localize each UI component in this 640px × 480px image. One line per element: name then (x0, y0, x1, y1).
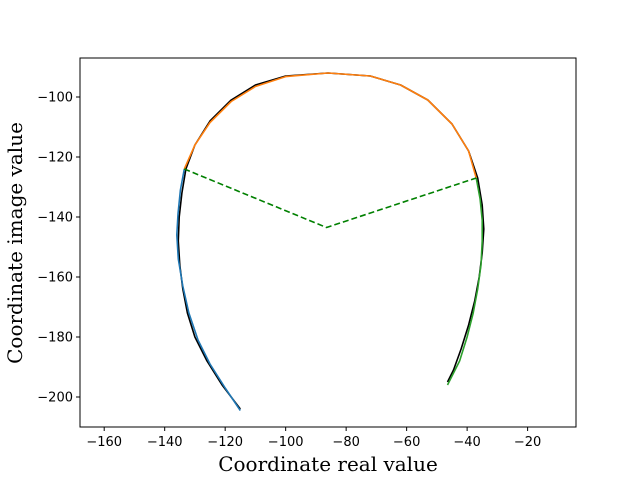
x-tick-label: −120 (207, 435, 243, 450)
y-tick-label: −180 (37, 331, 73, 346)
x-tick-label: −40 (453, 435, 480, 450)
y-tick-label: −120 (37, 151, 73, 166)
series-line-3 (446, 177, 484, 386)
x-tick-label: −100 (268, 435, 304, 450)
series-layer (176, 72, 485, 411)
x-tick-label: −20 (514, 435, 541, 450)
x-tick-label: −160 (86, 435, 122, 450)
x-axis-label: Coordinate real value (218, 452, 438, 476)
y-tick-label: −100 (37, 91, 73, 106)
plot-area (79, 57, 577, 428)
series-line-1 (176, 168, 241, 411)
x-axis-ticks: −160 −140 −120 −100 −80 −60 −40 −20 (86, 427, 541, 450)
x-tick-label: −140 (147, 435, 183, 450)
x-tick-label: −60 (393, 435, 420, 450)
series-line-2 (183, 72, 477, 179)
series-line-4 (183, 168, 477, 229)
y-tick-label: −160 (37, 271, 73, 286)
y-tick-label: −140 (37, 211, 73, 226)
y-axis-ticks: −100 −120 −140 −160 −180 −200 (37, 91, 80, 406)
x-tick-label: −80 (332, 435, 359, 450)
y-axis-label: Coordinate image value (3, 122, 27, 364)
y-tick-label: −200 (37, 391, 73, 406)
